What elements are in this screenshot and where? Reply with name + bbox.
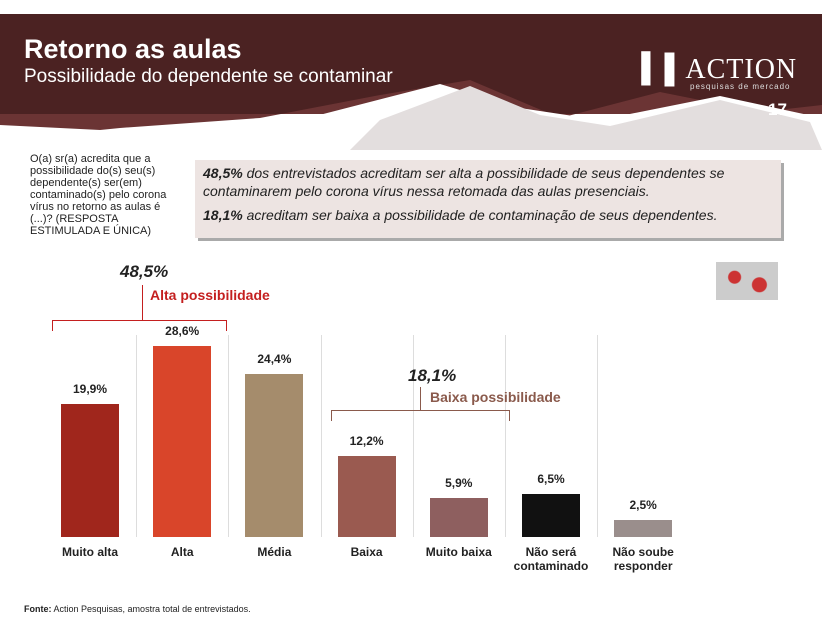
bar (522, 493, 580, 537)
callout-bold: 48,5% (203, 165, 243, 181)
source: Fonte: Action Pesquisas, amostra total d… (24, 604, 251, 614)
x-tick-label: Muito alta (62, 545, 118, 559)
logo: ▍▌ACTION (642, 53, 798, 85)
x-tick-label: Média (257, 545, 292, 559)
question: O(a) sr(a) acredita que a possibilidade … (30, 153, 167, 237)
logo-tagline: pesquisas de mercado (690, 82, 791, 91)
callout-text: acreditam ser baixa a possibilidade de c… (242, 207, 718, 223)
virus-image (716, 262, 778, 300)
separator (320, 335, 322, 537)
x-tick-label: Alta (170, 545, 194, 559)
group-total: 18,1% (408, 366, 457, 385)
group-total: 48,5% (120, 262, 169, 281)
callout-paragraph: 18,1% acreditam ser baixa a possibilidad… (203, 206, 773, 224)
title: Retorno as aulas (24, 34, 242, 64)
separator (228, 335, 230, 537)
subtitle: Possibilidade do dependente se contamina… (24, 66, 393, 87)
separator (136, 335, 138, 537)
callout-paragraph: 48,5% dos entrevistados acreditam ser al… (203, 164, 773, 200)
value-label: 24,4% (257, 352, 292, 366)
group-bracket (52, 320, 227, 331)
header-bg (0, 14, 822, 150)
x-tick-label: Não soube responder (612, 545, 674, 573)
separator (597, 335, 599, 537)
value-label: 12,2% (349, 433, 384, 448)
value-label: 6,5% (537, 471, 565, 486)
group-bracket (331, 410, 510, 421)
x-tick-label: Baixa (350, 545, 383, 559)
x-tick-label: Não será contaminado (513, 545, 589, 573)
bar (429, 497, 488, 537)
logo-text: ACTION (685, 54, 798, 85)
group-connector (420, 387, 421, 410)
separator (504, 335, 506, 537)
value-label: 28,6% (165, 323, 200, 338)
group-name: Baixa possibilidade (430, 389, 561, 405)
group-name: Alta possibilidade (150, 287, 270, 303)
value-label: 5,9% (445, 475, 473, 490)
group-connector (142, 285, 143, 320)
callout-bold: 18,1% (203, 207, 243, 223)
source-text: Action Pesquisas, amostra total de entre… (53, 604, 251, 614)
bar (61, 404, 119, 537)
bar (614, 520, 673, 537)
bar (153, 345, 212, 537)
source-label: Fonte: (24, 604, 52, 614)
value-label: 19,9% (72, 382, 108, 397)
bar (245, 374, 304, 537)
callout-box: 48,5% dos entrevistados acreditam ser al… (195, 160, 781, 238)
page-number: 17 (768, 100, 787, 119)
separator (412, 335, 414, 537)
callout-text: dos entrevistados acreditam ser alta a p… (203, 165, 725, 199)
bar (337, 455, 396, 537)
x-tick-label: Muito baixa (425, 545, 492, 559)
value-label: 2,5% (629, 498, 657, 513)
